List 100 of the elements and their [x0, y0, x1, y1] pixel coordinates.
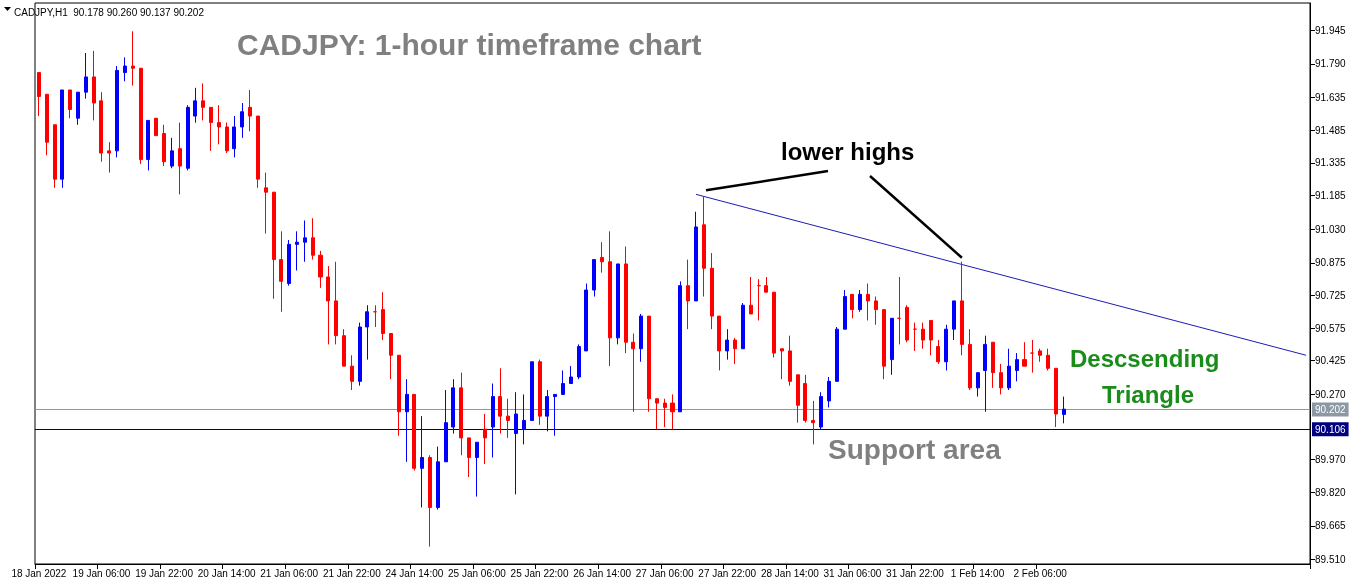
- candlestick: [444, 389, 448, 463]
- candlestick: [123, 56, 127, 82]
- x-tick-label: 28 Jan 14:00: [760, 567, 820, 579]
- y-tick-label: 90.875: [1315, 257, 1347, 269]
- candlestick: [631, 333, 635, 413]
- candlestick: [201, 82, 205, 121]
- candlestick: [843, 289, 847, 330]
- x-tick-label: 26 Jan 14:00: [573, 567, 632, 579]
- candlestick: [146, 119, 150, 171]
- candlestick: [115, 65, 119, 158]
- ref-line-label: 90.202: [1315, 404, 1347, 416]
- x-tick-label: 1 Feb 14:00: [950, 567, 1005, 579]
- candlestick: [405, 378, 409, 463]
- candlestick: [725, 328, 729, 361]
- candlestick: [882, 309, 886, 380]
- candlestick: [1054, 367, 1058, 428]
- annotation: Support area: [828, 433, 1002, 465]
- candlestick: [670, 393, 675, 430]
- candlestick: [436, 446, 440, 511]
- x-tick-label: 18 Jan 2022: [11, 567, 67, 579]
- y-tick-label: 91.335: [1315, 157, 1347, 169]
- candlestick: [968, 328, 972, 391]
- candlestick: [350, 354, 354, 391]
- candlestick: [921, 322, 925, 350]
- candlestick: [107, 141, 111, 174]
- y-tick-label: 89.970: [1315, 454, 1347, 466]
- candlestick: [68, 89, 72, 119]
- candlestick: [866, 283, 870, 321]
- candlestick: [397, 354, 401, 437]
- candlestick: [764, 276, 768, 293]
- candlestick: [897, 276, 901, 345]
- candlestick: [905, 304, 909, 343]
- candlestick: [131, 30, 135, 87]
- annotation: Descsending Triangle: [1069, 344, 1227, 408]
- x-tick-label: 25 Jan 06:00: [448, 567, 507, 579]
- x-tick-label: 27 Jan 06:00: [635, 567, 695, 579]
- text: CADJPY: 1-hour timeframe chart: [237, 27, 702, 61]
- candlestick: [976, 372, 980, 398]
- candlestick: [365, 304, 369, 361]
- candlestick: [506, 398, 510, 439]
- x-tick-label: 21 Jan 22:00: [322, 567, 382, 579]
- candlestick: [647, 315, 651, 413]
- candlestick: [451, 378, 455, 435]
- y-tick-label: 90.575: [1315, 322, 1347, 334]
- candlestick: [53, 124, 57, 189]
- candlestick: [311, 217, 315, 261]
- candlestick: [780, 348, 784, 380]
- candlestick: [37, 72, 41, 117]
- candlestick: [624, 246, 628, 354]
- x-tick-label: 31 Jan 22:00: [886, 567, 945, 579]
- y-tick-label: 91.030: [1315, 223, 1347, 235]
- candlestick: [584, 283, 588, 352]
- y-tick-label: 89.820: [1315, 486, 1347, 498]
- candlestick: [663, 398, 667, 428]
- candlestick: [1038, 348, 1042, 363]
- candlestick: [256, 115, 260, 189]
- y-tick-label: 89.510: [1315, 554, 1347, 566]
- x-tick-label: 25 Jan 22:00: [510, 567, 569, 579]
- candlestick: [553, 393, 557, 437]
- candlestick: [154, 117, 158, 137]
- candlestick: [639, 313, 643, 363]
- candlestick: [60, 89, 64, 189]
- candlestick: [686, 259, 690, 330]
- candlestick: [381, 291, 385, 341]
- candlestick: [913, 322, 917, 352]
- candlestick: [248, 89, 252, 132]
- candlestick: [287, 239, 291, 287]
- candlestick: [491, 383, 495, 458]
- candlestick: [264, 172, 268, 234]
- candlestick: [819, 391, 823, 430]
- candlestick: [592, 259, 596, 298]
- candlestick: [84, 52, 88, 100]
- candlestick: [874, 296, 878, 326]
- y-tick-label: 91.185: [1315, 189, 1347, 201]
- candlestick: [569, 365, 573, 385]
- x-tick-label: 20 Jan 14:00: [197, 567, 256, 579]
- candlestick: [428, 454, 432, 548]
- y-tick-label: 90.725: [1315, 289, 1347, 301]
- candlestick: [99, 91, 103, 163]
- candlestick: [929, 319, 933, 356]
- annotation: CADJPY,H1 90.178 90.260 90.137 90.202: [14, 7, 205, 18]
- candlestick: [139, 67, 143, 165]
- candlestick: [608, 230, 612, 367]
- candlestick: [217, 104, 221, 145]
- candlestick: [1046, 348, 1050, 371]
- candlestick: [757, 278, 761, 321]
- candlestick: [702, 196, 706, 298]
- candlestick: [694, 211, 698, 302]
- candlestick: [952, 300, 956, 341]
- ref-line-label: 90.106: [1315, 423, 1347, 435]
- candlestick: [318, 250, 323, 289]
- candlestick: [983, 335, 987, 413]
- candlestick: [577, 343, 581, 380]
- x-tick-label: 31 Jan 06:00: [823, 567, 882, 579]
- candlestick: [796, 374, 800, 424]
- candlestick: [522, 393, 526, 445]
- candlestick: [1007, 348, 1011, 391]
- candlestick: [420, 415, 424, 508]
- candlestick: [514, 391, 518, 495]
- candlestick: [240, 102, 244, 139]
